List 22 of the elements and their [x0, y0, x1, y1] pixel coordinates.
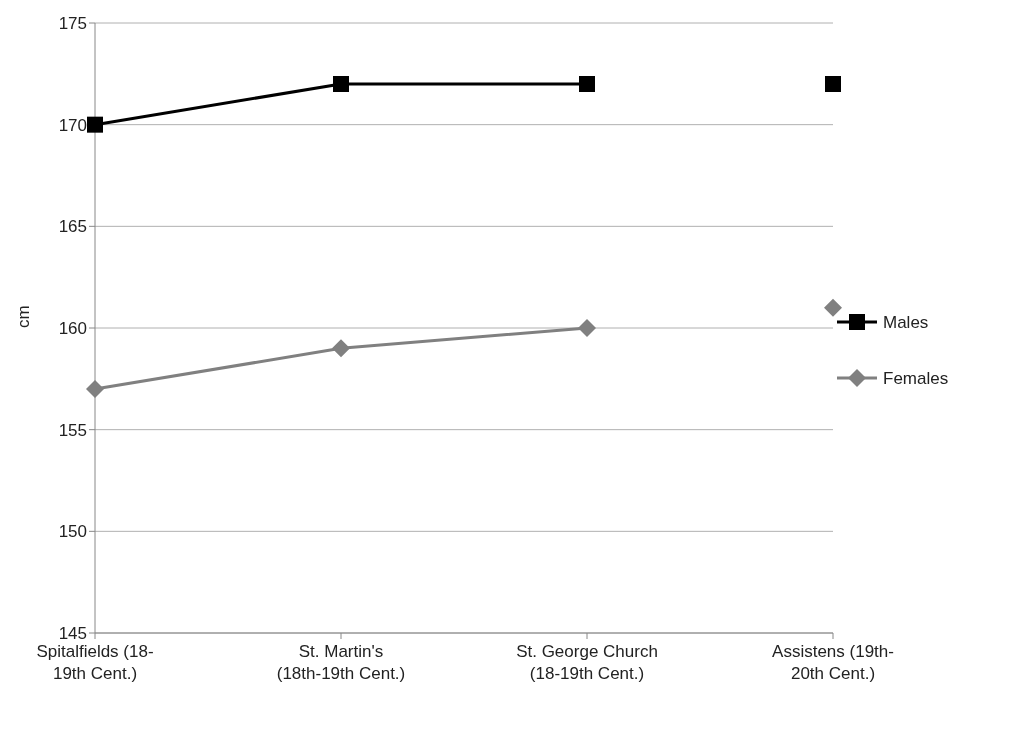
x-tick-label: Assistens (19th-20th Cent.)	[772, 642, 894, 683]
y-tick-label: 170	[58, 115, 87, 135]
y-tick-label: 155	[58, 420, 87, 440]
point	[333, 76, 349, 92]
y-tick-label: 165	[58, 217, 87, 237]
x-tick-label: St. Martin's (18th-19th Cent.)	[276, 642, 406, 683]
point	[578, 319, 596, 337]
point	[825, 76, 841, 92]
y-tick-label: 145	[58, 624, 87, 644]
point	[824, 298, 842, 317]
point	[87, 116, 103, 133]
legend-label: Males	[883, 312, 929, 332]
legend-label: Females	[883, 368, 949, 388]
y-tick-label: 150	[58, 522, 87, 542]
point	[86, 380, 104, 398]
point	[579, 76, 595, 92]
point	[332, 339, 350, 358]
x-tick-label: St. George Church (18-19th Cent.)	[516, 642, 658, 683]
y-tick-label: 175	[58, 14, 87, 34]
x-tick-label: Spitalfields (18-19th Cent.)	[36, 642, 154, 683]
y-axis-title: cm	[14, 305, 34, 328]
y-tick-label: 160	[58, 319, 87, 339]
